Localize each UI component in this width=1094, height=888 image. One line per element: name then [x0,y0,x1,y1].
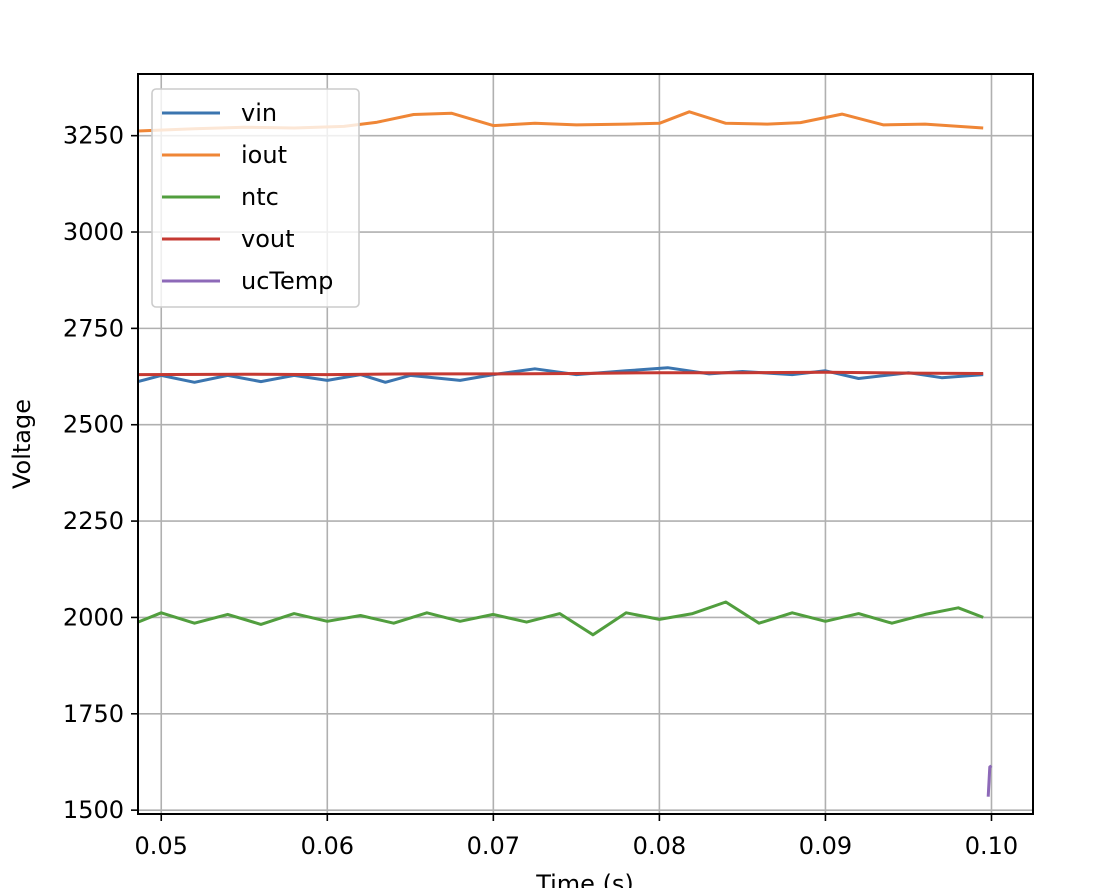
legend: vin iout ntc vout ucTemp [151,88,360,308]
y-tick-label: 1750 [63,700,124,728]
legend-label: vin [241,99,277,127]
y-tick-label: 2000 [63,603,124,631]
y-tick-label: 2750 [63,314,124,342]
y-tick-label: 1500 [63,796,124,824]
x-tick-label: 0.08 [633,832,686,860]
legend-label: ucTemp [241,267,333,295]
y-axis-title: Voltage [8,399,36,489]
y-tick-label: 3000 [63,218,124,246]
legend-label: ntc [241,183,279,211]
x-tick-label: 0.06 [301,832,354,860]
legend-box [151,88,360,308]
y-tick-label: 2500 [63,411,124,439]
series-line-vout [137,370,984,377]
series-line-uctemp [986,764,993,797]
x-axis-title: Time (s) [535,870,634,888]
plot-frame [137,73,1034,815]
grid [138,74,1033,814]
y-tick-label: 2250 [63,507,124,535]
series-line-ntc [137,600,984,637]
legend-label: iout [241,141,287,169]
y-tick-label: 3250 [63,122,124,150]
x-tick-label: 0.09 [799,832,852,860]
axes: 0.05 0.06 0.07 0.08 0.09 0.10 1500 1750 2000 2250… [63,122,1018,860]
x-tick-label: 0.07 [467,832,520,860]
legend-label: vout [241,225,295,253]
x-tick-label: 0.05 [135,832,188,860]
x-tick-label: 0.10 [965,832,1018,860]
